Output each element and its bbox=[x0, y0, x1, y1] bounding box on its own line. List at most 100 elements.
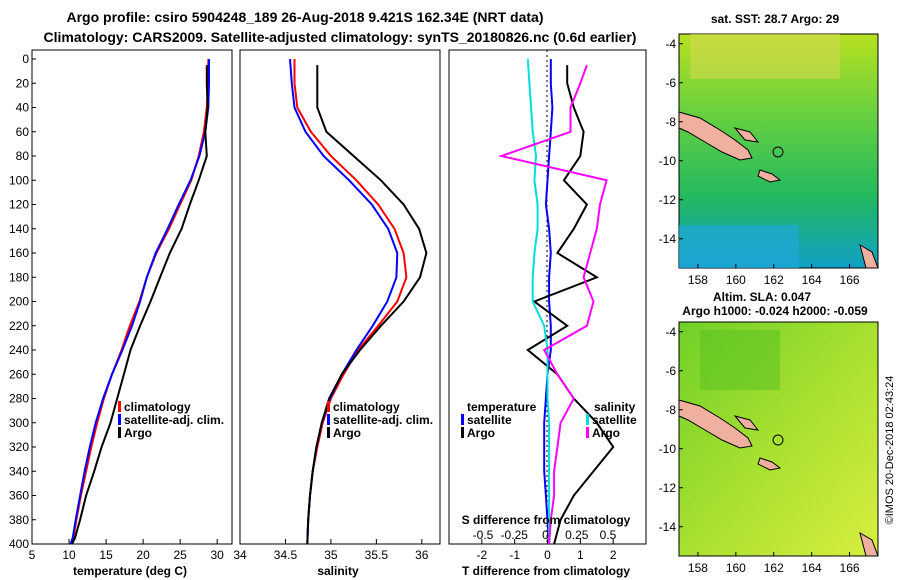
map-y-tick-label: -6 bbox=[665, 364, 676, 378]
sst-argo-marker bbox=[772, 146, 784, 158]
temperature-xlabel: temperature (deg C) bbox=[73, 564, 187, 578]
y-tick-label: 240 bbox=[9, 343, 29, 357]
map-x-tick-label: 158 bbox=[688, 561, 708, 575]
x-tick-label: 1 bbox=[577, 548, 584, 562]
legend-swatch-t-satellite bbox=[461, 414, 464, 425]
difference-legend-left: temperature satellite Argo bbox=[461, 400, 537, 440]
t-difference-xlabel: T difference from climatology bbox=[462, 564, 630, 578]
y-tick-label: 160 bbox=[9, 246, 29, 260]
sla-map-subtitle: Argo h1000: -0.024 h2000: -0.059 bbox=[682, 304, 868, 318]
series-line-difference-2 bbox=[526, 58, 551, 544]
map-x-tick-label: 162 bbox=[764, 561, 784, 575]
legend-swatch-s-satellite bbox=[586, 414, 589, 425]
map-y-tick-label: -10 bbox=[659, 442, 677, 456]
x-tick-label: 34.5 bbox=[274, 548, 298, 562]
legend-climatology: climatology bbox=[333, 400, 400, 414]
y-tick-label: 320 bbox=[9, 440, 29, 454]
y-tick-label: 80 bbox=[16, 149, 30, 163]
top-x-tick-label: -0.25 bbox=[501, 528, 529, 542]
sst-island-mid bbox=[733, 127, 760, 143]
y-tick-label: 200 bbox=[9, 295, 29, 309]
x-tick-label: 0 bbox=[544, 548, 551, 562]
top-x-tick-label: 0.5 bbox=[600, 528, 617, 542]
sla-map-title: Altim. SLA: 0.047 bbox=[713, 290, 811, 304]
x-tick-label: -1 bbox=[509, 548, 520, 562]
legend-salinity-title: salinity bbox=[594, 400, 636, 414]
salinity-panel: 34 34.5 35 35.5 36 salinity climatology sate… bbox=[233, 49, 441, 578]
map-y-tick-label: -12 bbox=[659, 193, 677, 207]
legend-swatch-climatology bbox=[118, 401, 121, 412]
legend-swatch-argo bbox=[327, 427, 330, 438]
legend-swatch-satellite bbox=[327, 414, 330, 425]
y-tick-label: 280 bbox=[9, 392, 29, 406]
y-tick-label: 340 bbox=[9, 464, 29, 478]
x-tick-label: 20 bbox=[136, 548, 150, 562]
salinity-xlabel: salinity bbox=[317, 564, 359, 578]
y-tick-label: 360 bbox=[9, 489, 29, 503]
map-y-tick-label: -14 bbox=[659, 520, 677, 534]
map-x-tick-label: 160 bbox=[726, 561, 746, 575]
x-tick-label: 30 bbox=[211, 548, 225, 562]
x-tick-label: -2 bbox=[476, 548, 487, 562]
series-line-temperature-2 bbox=[71, 65, 209, 545]
y-tick-label: 120 bbox=[9, 198, 29, 212]
map-x-tick-label: 166 bbox=[840, 273, 860, 287]
sla-island-mid bbox=[733, 415, 760, 431]
sst-island-small bbox=[757, 169, 782, 183]
salinity-legend: climatology satellite-adj. clim. Argo bbox=[327, 400, 433, 440]
map-y-tick-label: -8 bbox=[665, 403, 676, 417]
map-y-tick-label: -8 bbox=[665, 115, 676, 129]
x-tick-label: 15 bbox=[99, 548, 113, 562]
salinity-axes bbox=[239, 49, 441, 545]
x-tick-label: 25 bbox=[173, 548, 187, 562]
sst-map-title: sat. SST: 28.7 Argo: 29 bbox=[711, 12, 840, 26]
sla-map-panel: Altim. SLA: 0.047 Argo h1000: -0.024 h20… bbox=[659, 290, 879, 575]
map-y-tick-label: -6 bbox=[665, 76, 676, 90]
legend-swatch-satellite bbox=[118, 414, 121, 425]
series-line-temperature-1 bbox=[69, 59, 210, 545]
legend-swatch-s-argo bbox=[586, 427, 589, 438]
map-x-tick-label: 158 bbox=[688, 273, 708, 287]
sst-map-panel: sat. SST: 28.7 Argo: 29 158 160 162 164 166 … bbox=[659, 12, 879, 287]
y-tick-label: 140 bbox=[9, 222, 29, 236]
sst-island-corner bbox=[859, 243, 879, 269]
y-tick-label: 40 bbox=[16, 101, 30, 115]
temperature-panel: 5 10 15 20 25 30 0 20 40 60 80 100 120 140 160 180 200 2… bbox=[9, 49, 453, 578]
x-tick-label: 34 bbox=[233, 548, 247, 562]
legend-temperature-title: temperature bbox=[467, 400, 537, 414]
sla-island-large bbox=[678, 399, 753, 449]
sst-island-large bbox=[678, 111, 753, 161]
map-y-tick-label: -14 bbox=[659, 232, 677, 246]
map-y-tick-label: -12 bbox=[659, 481, 677, 495]
difference-panel: -2 -1 0 1 2 -0.5 -0.25 0 0.25 0.5 S difference f… bbox=[448, 49, 647, 578]
map-x-tick-label: 160 bbox=[726, 273, 746, 287]
y-tick-label: 300 bbox=[9, 416, 29, 430]
temperature-legend: climatology satellite-adj. clim. Argo bbox=[118, 400, 224, 440]
top-x-tick-label: -0.5 bbox=[473, 528, 494, 542]
difference-legend-right: salinity satellite Argo bbox=[586, 400, 637, 440]
series-line-difference-1 bbox=[526, 65, 615, 545]
legend-satellite-adj: satellite-adj. clim. bbox=[124, 413, 224, 427]
sst-warm-patch bbox=[690, 34, 840, 79]
y-tick-label: 0 bbox=[22, 52, 29, 66]
top-x-tick-label: 0 bbox=[542, 528, 549, 542]
legend-s-satellite: satellite bbox=[592, 413, 637, 427]
y-tick-label: 380 bbox=[9, 513, 29, 527]
x-tick-label: 5 bbox=[29, 548, 36, 562]
x-tick-label: 35.5 bbox=[365, 548, 389, 562]
sst-cool-patch bbox=[679, 225, 799, 268]
x-tick-label: 2 bbox=[610, 548, 617, 562]
map-y-tick-label: -4 bbox=[665, 325, 676, 339]
map-x-tick-label: 164 bbox=[802, 561, 822, 575]
y-tick-label: 260 bbox=[9, 367, 29, 381]
y-tick-label: 220 bbox=[9, 319, 29, 333]
figure-title-line2: Climatology: CARS2009. Satellite-adjuste… bbox=[44, 29, 637, 45]
sla-island-corner bbox=[859, 531, 879, 557]
s-difference-label: S difference from climatology bbox=[462, 513, 631, 527]
imos-watermark: ©IMOS 20-Dec-2018 02:43:24 bbox=[884, 376, 896, 525]
map-x-tick-label: 162 bbox=[764, 273, 784, 287]
x-tick-label: 36 bbox=[415, 548, 429, 562]
y-tick-label: 100 bbox=[9, 173, 29, 187]
series-line-salinity-2 bbox=[306, 65, 428, 545]
